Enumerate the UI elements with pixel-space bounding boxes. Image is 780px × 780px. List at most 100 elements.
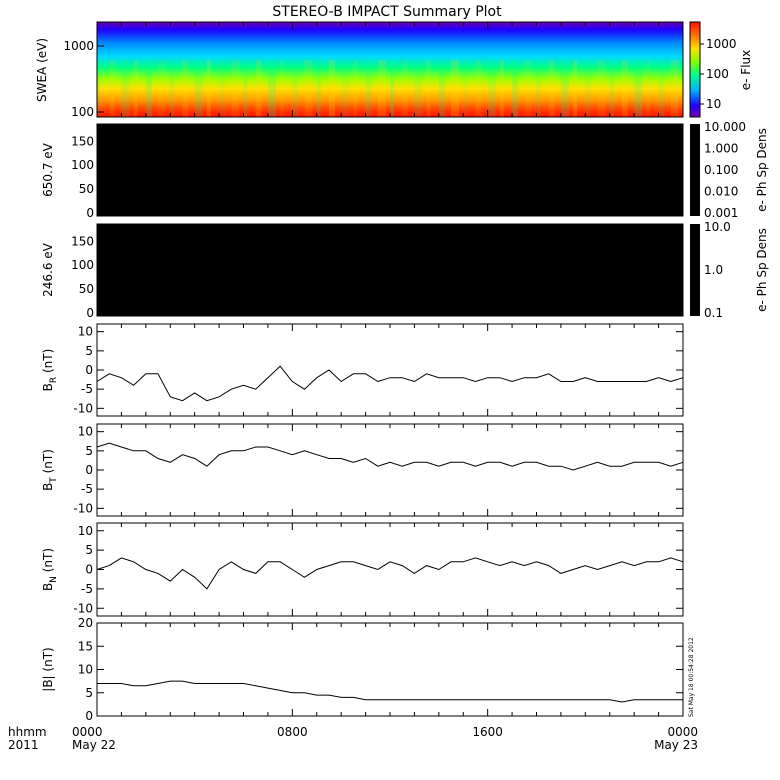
- y-tick-label: 0: [86, 306, 94, 320]
- swea-streak: [560, 60, 569, 117]
- colorbar-tick-label: 100: [706, 67, 729, 81]
- y-tick-label: 100: [71, 105, 94, 119]
- swea-ylabel: SWEA (eV): [35, 38, 49, 102]
- y-tick-label: 10: [78, 325, 93, 339]
- swea-streak: [97, 60, 101, 117]
- y-tick-label: 20: [78, 616, 93, 630]
- swea-streak: [463, 60, 468, 117]
- swea-streak: [194, 60, 203, 117]
- colorbar-tick-label: 10.0: [704, 220, 731, 234]
- swea-streak: [609, 60, 614, 117]
- swea-streak: [390, 60, 394, 117]
- y-tick-label: 0: [85, 463, 93, 477]
- bn-trace: [96, 557, 684, 590]
- y-tick-label: 100: [71, 258, 94, 272]
- swea-spectrogram-panel: [96, 21, 701, 118]
- y-tick-label: 0: [85, 709, 93, 723]
- swea-streak: [377, 60, 386, 117]
- swea-streak: [524, 60, 533, 117]
- swea-streak: [328, 60, 335, 117]
- time-axis-row2-label: 2011: [8, 738, 39, 752]
- y-tick-label: 10: [78, 425, 93, 439]
- colorbar-tick-label: 1.000: [704, 142, 738, 156]
- swea-streak: [597, 60, 606, 117]
- panel-frame-bt: [96, 423, 684, 517]
- swea-streak: [670, 60, 679, 117]
- panel-frame-bmag: [96, 622, 684, 717]
- swea-streak: [206, 60, 211, 117]
- pad-650-panel: [97, 124, 700, 216]
- y-tick-label: -5: [81, 482, 93, 496]
- swea-streak: [353, 60, 358, 117]
- swea-streak: [365, 60, 372, 117]
- y-tick-label: -5: [81, 382, 93, 396]
- colorbar-tick-label: 10.000: [704, 120, 746, 134]
- colorbar-tick-label: 1.0: [704, 263, 723, 277]
- time-tick-sublabel: May 23: [654, 738, 698, 752]
- swea-streak: [341, 60, 350, 117]
- swea-streak: [585, 60, 592, 117]
- pad246-colorbar-label: e- Ph Sp Dens: [755, 228, 769, 312]
- swea-streak: [267, 60, 276, 117]
- time-tick-label: 0000: [667, 725, 698, 739]
- swea-streak: [109, 60, 116, 117]
- swea-streak: [280, 60, 285, 117]
- swea-streak: [292, 60, 299, 117]
- swea-streak: [121, 60, 130, 117]
- time-tick-label: 0000: [72, 725, 103, 739]
- plot-title: STEREO-B IMPACT Summary Plot: [272, 4, 502, 20]
- y-tick-label: 10: [78, 524, 93, 538]
- pad-246-panel: [97, 224, 700, 316]
- swea-streak: [255, 60, 262, 117]
- br-ylabel: BR (nT): [41, 349, 59, 392]
- pad650-ylabel: 650.7 eV: [41, 142, 55, 197]
- pad650-colorbar-label: e- Ph Sp Dens: [755, 128, 769, 212]
- pad-650-image: [97, 124, 683, 216]
- swea-streak: [402, 60, 409, 117]
- colorbar-tick-label: 1000: [706, 37, 737, 51]
- creation-timestamp: Sat May 18 00:54:28 2012: [688, 637, 695, 717]
- y-tick-label: 5: [85, 543, 93, 557]
- bn-ylabel: BN (nT): [41, 548, 59, 591]
- swea-streak: [487, 60, 496, 117]
- colorbar-tick-label: 0.1: [704, 306, 723, 320]
- y-tick-label: -10: [73, 501, 93, 515]
- y-tick-label: 50: [79, 182, 94, 196]
- y-tick-label: 1000: [63, 39, 94, 53]
- y-tick-label: 10: [78, 663, 93, 677]
- pad-246-colorbar: [690, 224, 700, 316]
- swea-streak: [646, 60, 651, 117]
- y-tick-label: 15: [78, 639, 93, 653]
- swea-streak: [548, 60, 555, 117]
- colorbar-tick-label: 10: [706, 97, 721, 111]
- swea-colorbar: [689, 21, 701, 118]
- y-tick-label: 5: [85, 344, 93, 358]
- swea-streak: [133, 60, 138, 117]
- time-tick-label: 0800: [277, 725, 308, 739]
- panel-frame-bn: [96, 522, 684, 617]
- swea-variability-streaks: [97, 60, 679, 117]
- y-tick-label: 150: [71, 234, 94, 248]
- swea-streak: [304, 60, 313, 117]
- time-axis-row1-label: hhmm: [8, 725, 47, 739]
- bmag-trace: [97, 680, 683, 703]
- swea-streak: [499, 60, 504, 117]
- bmag-ylabel: |B| (nT): [41, 647, 55, 691]
- swea-streak: [621, 60, 628, 117]
- swea-streak: [426, 60, 431, 117]
- panel-frame-br: [96, 323, 684, 417]
- swea-streak: [170, 60, 175, 117]
- y-tick-label: 0: [85, 563, 93, 577]
- swea-streak: [145, 60, 152, 117]
- swea-streak: [512, 60, 519, 117]
- pad-650-colorbar: [690, 124, 700, 216]
- swea-streak: [243, 60, 248, 117]
- swea-streak: [573, 60, 578, 117]
- y-tick-label: -10: [73, 401, 93, 415]
- y-tick-label: -5: [81, 582, 93, 596]
- swea-streak: [475, 60, 482, 117]
- swea-streak: [158, 60, 167, 117]
- swea-streak: [438, 60, 445, 117]
- swea-streak: [536, 60, 541, 117]
